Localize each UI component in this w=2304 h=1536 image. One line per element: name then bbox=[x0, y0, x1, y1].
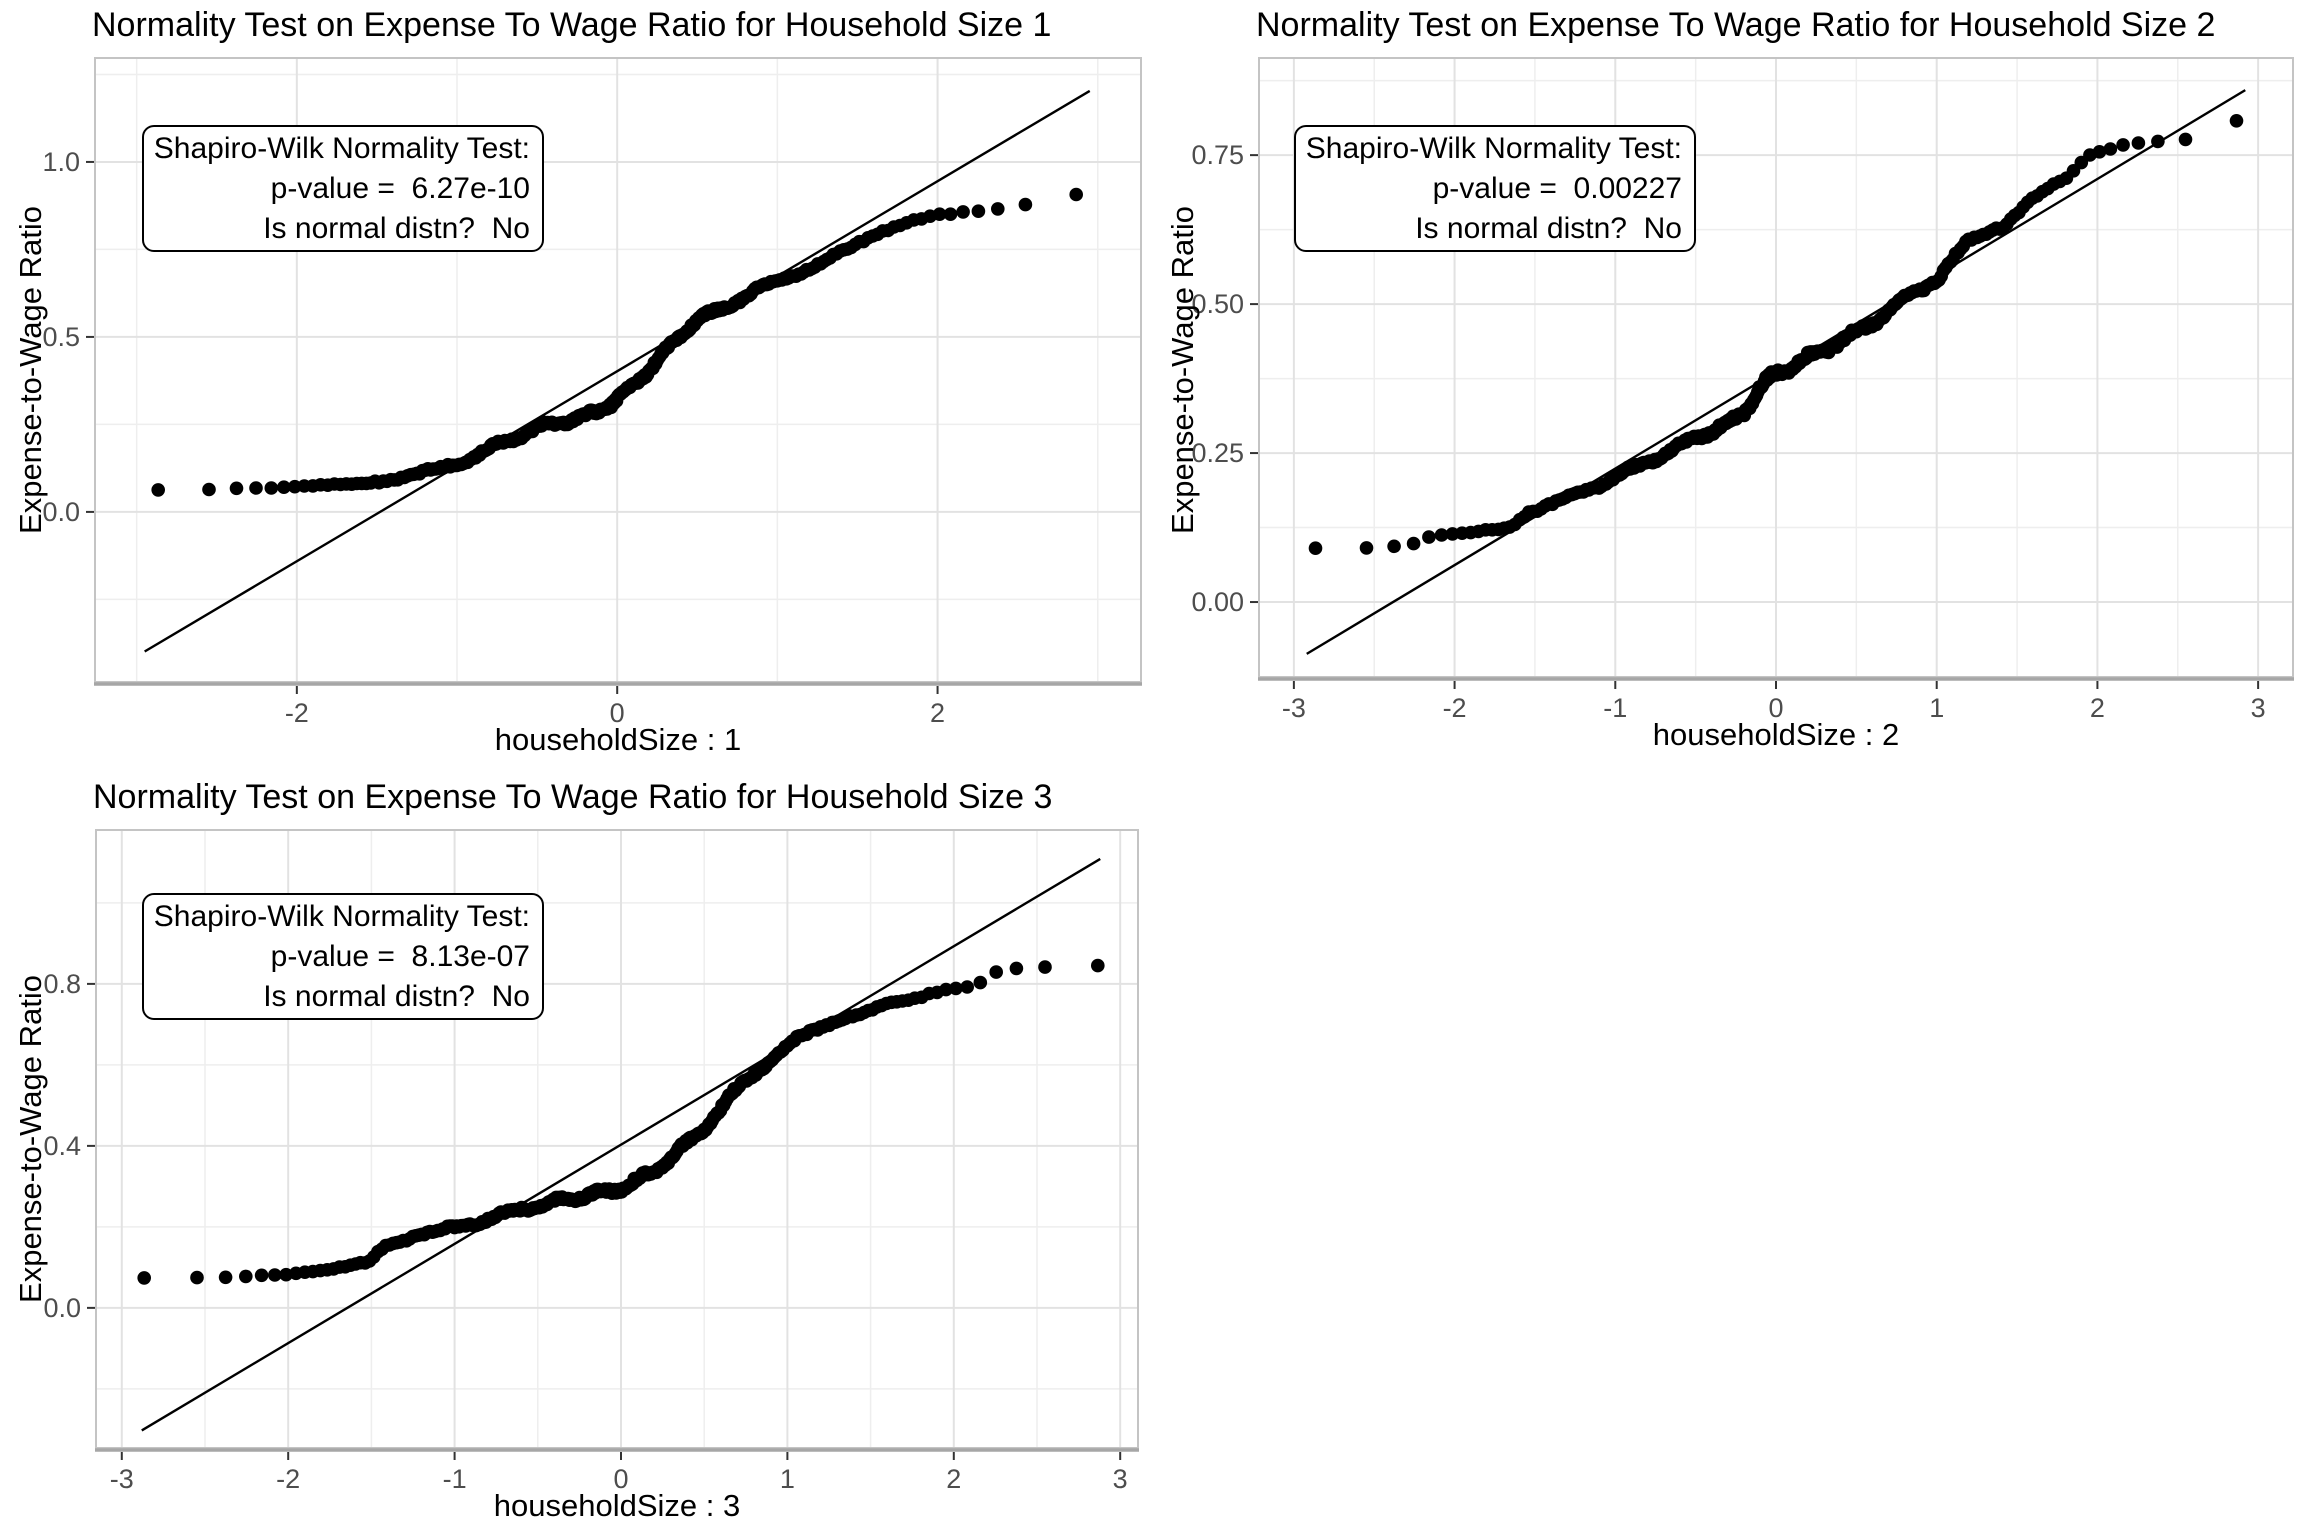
y-axis-label: Expense-to-Wage Ratio bbox=[13, 206, 48, 534]
svg-text:0.5: 0.5 bbox=[42, 322, 80, 352]
svg-text:3: 3 bbox=[1113, 1464, 1128, 1494]
annotation-line-2: p-value = 6.27e-10 bbox=[270, 172, 530, 205]
qq-plot-household-size-2: -3 -2 -1 0 1 2 3 0.00 0.25 0.50 0.75 Normality Tes… bbox=[1152, 0, 2304, 768]
svg-text:0: 0 bbox=[610, 698, 625, 728]
svg-text:0.0: 0.0 bbox=[42, 497, 80, 527]
svg-text:0.25: 0.25 bbox=[1191, 438, 1244, 468]
qq-reference-line bbox=[141, 857, 1101, 1432]
x-axis-label: householdSize : 3 bbox=[493, 1488, 741, 1523]
qq-points bbox=[137, 958, 1105, 1285]
svg-text:0.0: 0.0 bbox=[43, 1293, 81, 1323]
svg-text:2: 2 bbox=[946, 1464, 961, 1494]
panel-border bbox=[1258, 57, 2294, 678]
svg-text:0: 0 bbox=[613, 1464, 628, 1494]
annotation-line-3: Is normal distn? No bbox=[263, 212, 530, 245]
plot-title: Normality Test on Expense To Wage Ratio … bbox=[92, 6, 1052, 44]
svg-text:-2: -2 bbox=[1443, 693, 1467, 723]
axis-ticks bbox=[86, 160, 939, 694]
svg-text:0.8: 0.8 bbox=[43, 969, 81, 999]
annotation-line-2: p-value = 8.13e-07 bbox=[270, 940, 530, 973]
svg-text:2: 2 bbox=[2090, 693, 2105, 723]
qq-reference-line bbox=[144, 89, 1091, 653]
svg-text:-2: -2 bbox=[276, 1464, 300, 1494]
shapiro-test-annotation: Shapiro-Wilk Normality Test: p-value = 6… bbox=[142, 125, 544, 252]
tick-labels: -2 0 2 0.0 0.5 1.0 bbox=[42, 147, 945, 728]
svg-text:0.00: 0.00 bbox=[1191, 587, 1244, 617]
svg-text:0.75: 0.75 bbox=[1191, 140, 1244, 170]
svg-text:1.0: 1.0 bbox=[42, 147, 80, 177]
axis-ticks bbox=[1250, 154, 2260, 689]
svg-text:-1: -1 bbox=[443, 1464, 467, 1494]
annotation-line-1: Shapiro-Wilk Normality Test: bbox=[153, 900, 530, 933]
svg-text:0.50: 0.50 bbox=[1191, 289, 1244, 319]
svg-text:0: 0 bbox=[1768, 693, 1783, 723]
annotation-line-1: Shapiro-Wilk Normality Test: bbox=[153, 132, 530, 165]
annotation-line-3: Is normal distn? No bbox=[263, 980, 530, 1013]
qq-points bbox=[1308, 114, 2244, 555]
y-axis-label: Expense-to-Wage Ratio bbox=[1165, 206, 1200, 534]
panel-border bbox=[95, 829, 1139, 1449]
tick-labels: -3 -2 -1 0 1 2 3 0.0 0.4 0.8 bbox=[43, 969, 1127, 1494]
panel-border bbox=[94, 57, 1142, 683]
plot-title: Normality Test on Expense To Wage Ratio … bbox=[93, 778, 1053, 816]
plot-panel-2: -3 -2 -1 0 1 2 3 0.00 0.25 0.50 0.75 bbox=[1191, 57, 2294, 723]
x-axis-label: householdSize : 1 bbox=[494, 722, 742, 757]
qq-plot-household-size-1: -2 0 2 0.0 0.5 1.0 Normality Test on Expense … bbox=[0, 0, 1152, 768]
svg-text:3: 3 bbox=[2251, 693, 2266, 723]
annotation-line-3: Is normal distn? No bbox=[1415, 212, 1682, 245]
svg-text:1: 1 bbox=[1929, 693, 1944, 723]
axis-ticks bbox=[87, 982, 1122, 1460]
annotation-line-1: Shapiro-Wilk Normality Test: bbox=[1305, 132, 1682, 165]
svg-text:-3: -3 bbox=[110, 1464, 134, 1494]
svg-text:-3: -3 bbox=[1282, 693, 1306, 723]
shapiro-test-annotation: Shapiro-Wilk Normality Test: p-value = 8… bbox=[142, 893, 544, 1020]
qq-plot-household-size-3: -3 -2 -1 0 1 2 3 0.0 0.4 0.8 Normality Test on Ex… bbox=[0, 768, 1152, 1536]
svg-text:0.4: 0.4 bbox=[43, 1131, 81, 1161]
plot-panel-3: -3 -2 -1 0 1 2 3 0.0 0.4 0.8 bbox=[43, 829, 1139, 1494]
annotation-line-2: p-value = 0.00227 bbox=[1432, 172, 1682, 205]
shapiro-test-annotation: Shapiro-Wilk Normality Test: p-value = 0… bbox=[1294, 125, 1696, 252]
plot-title: Normality Test on Expense To Wage Ratio … bbox=[1256, 6, 2216, 44]
y-axis-label: Expense-to-Wage Ratio bbox=[13, 975, 48, 1303]
tick-labels: -3 -2 -1 0 1 2 3 0.00 0.25 0.50 0.75 bbox=[1191, 140, 2265, 723]
svg-text:2: 2 bbox=[930, 698, 945, 728]
plot-panel-1: -2 0 2 0.0 0.5 1.0 bbox=[42, 57, 1142, 728]
svg-text:-1: -1 bbox=[1603, 693, 1627, 723]
svg-text:-2: -2 bbox=[285, 698, 309, 728]
qq-points bbox=[151, 187, 1083, 497]
svg-text:1: 1 bbox=[780, 1464, 795, 1494]
x-axis-label: householdSize : 2 bbox=[1652, 717, 1900, 752]
